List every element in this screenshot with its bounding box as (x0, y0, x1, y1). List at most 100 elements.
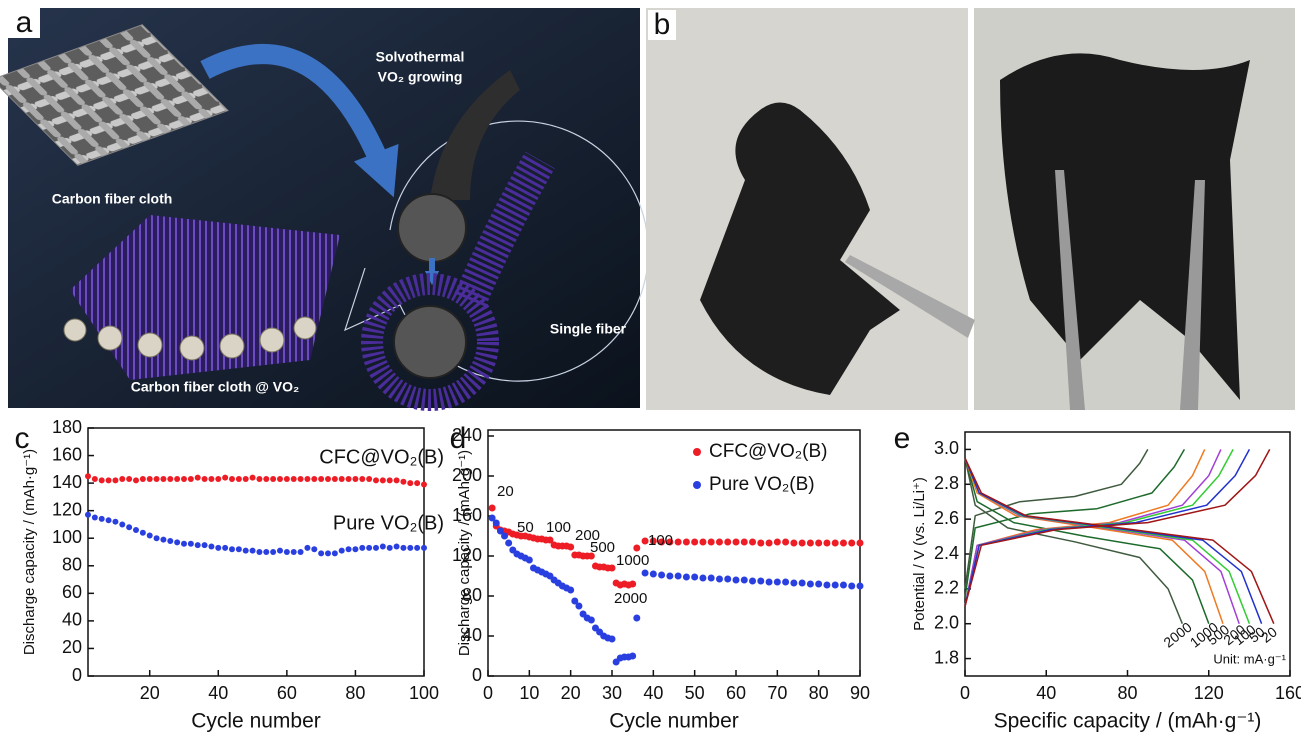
data-point (609, 636, 616, 643)
data-point (609, 565, 616, 572)
figure: Solvothermal VO₂ growing Carbon fiber cl… (0, 0, 1301, 734)
series-label: Pure VO₂(B) (333, 512, 444, 534)
data-point (815, 581, 822, 588)
data-point (119, 476, 125, 482)
data-point (298, 476, 304, 482)
data-point (250, 548, 256, 554)
x-tick-label: 20 (561, 683, 581, 703)
data-point (421, 481, 427, 487)
data-point (188, 476, 194, 482)
data-point (208, 543, 214, 549)
data-point (181, 541, 187, 547)
data-point (126, 524, 132, 530)
data-point (270, 476, 276, 482)
data-point (642, 570, 649, 577)
data-point (832, 540, 839, 547)
data-point (346, 476, 352, 482)
data-point (414, 480, 420, 486)
data-point (304, 545, 310, 551)
x-tick-label: 90 (850, 683, 870, 703)
data-point (749, 578, 756, 585)
y-tick-label: 1.8 (934, 647, 959, 667)
x-tick-label: 80 (809, 683, 829, 703)
data-point (99, 516, 105, 522)
rate-annotation: 20 (497, 483, 514, 500)
discharge-curve (965, 458, 1249, 624)
x-tick-label: 30 (602, 683, 622, 703)
data-point (757, 578, 764, 585)
data-point (387, 477, 393, 483)
data-point (708, 539, 715, 546)
data-point (352, 476, 358, 482)
data-point (373, 477, 379, 483)
unit-annotation: Unit: mA·g⁻¹ (1213, 651, 1286, 666)
data-point (318, 550, 324, 556)
data-point (823, 582, 830, 589)
y-tick-label: 2.0 (934, 612, 959, 632)
rate-annotation: 100 (546, 519, 571, 536)
data-point (790, 540, 797, 547)
data-point (394, 477, 400, 483)
discharge-curve (965, 458, 1239, 624)
data-point (782, 579, 789, 586)
data-point (174, 476, 180, 482)
data-point (823, 540, 830, 547)
rate-annotation: 50 (517, 519, 534, 536)
data-point (691, 574, 698, 581)
data-point (243, 548, 249, 554)
data-point (857, 583, 864, 590)
panel-label: a (16, 6, 33, 39)
data-point (766, 579, 773, 586)
data-point (256, 549, 262, 555)
y-tick-label: 40 (62, 610, 82, 630)
data-point (766, 540, 773, 547)
fiber-label: Single fiber (550, 321, 627, 337)
data-point (215, 476, 221, 482)
x-tick-label: 10 (519, 683, 539, 703)
y-tick-label: 240 (452, 425, 482, 445)
data-point (106, 477, 112, 483)
data-point (790, 580, 797, 587)
data-point (339, 476, 345, 482)
x-axis-title: Specific capacity / (mAh·g⁻¹) (994, 710, 1262, 733)
data-point (263, 476, 269, 482)
data-point (733, 577, 740, 584)
data-point (757, 540, 764, 547)
data-point (346, 546, 352, 552)
data-point (311, 476, 317, 482)
data-point (167, 538, 173, 544)
data-point (489, 505, 496, 512)
x-tick-label: 40 (643, 683, 663, 703)
data-point (92, 515, 98, 521)
data-point (154, 535, 160, 541)
y-tick-label: 100 (52, 527, 82, 547)
x-tick-label: 80 (1117, 683, 1137, 703)
data-point (741, 577, 748, 584)
data-point (373, 545, 379, 551)
data-point (85, 512, 91, 518)
y-tick-label: 2.4 (934, 543, 959, 563)
data-point (250, 475, 256, 481)
data-point (633, 545, 640, 552)
x-tick-label: 50 (685, 683, 705, 703)
arrow-label: VO₂ growing (378, 69, 463, 85)
data-point (840, 582, 847, 589)
data-point (147, 532, 153, 538)
data-point (298, 549, 304, 555)
panel-b: b (646, 8, 1295, 410)
data-point (366, 545, 372, 551)
data-point (222, 475, 228, 481)
data-point (277, 476, 283, 482)
data-point (650, 571, 657, 578)
data-point (741, 539, 748, 546)
rate-annotation: 500 (590, 539, 615, 556)
data-point (126, 476, 132, 482)
y-tick-label: 60 (62, 582, 82, 602)
data-point (202, 476, 208, 482)
y-tick-label: 20 (62, 637, 82, 657)
y-tick-label: 80 (62, 555, 82, 575)
data-point (575, 603, 582, 610)
data-point (380, 477, 386, 483)
data-point (215, 545, 221, 551)
y-tick-label: 140 (52, 472, 82, 492)
